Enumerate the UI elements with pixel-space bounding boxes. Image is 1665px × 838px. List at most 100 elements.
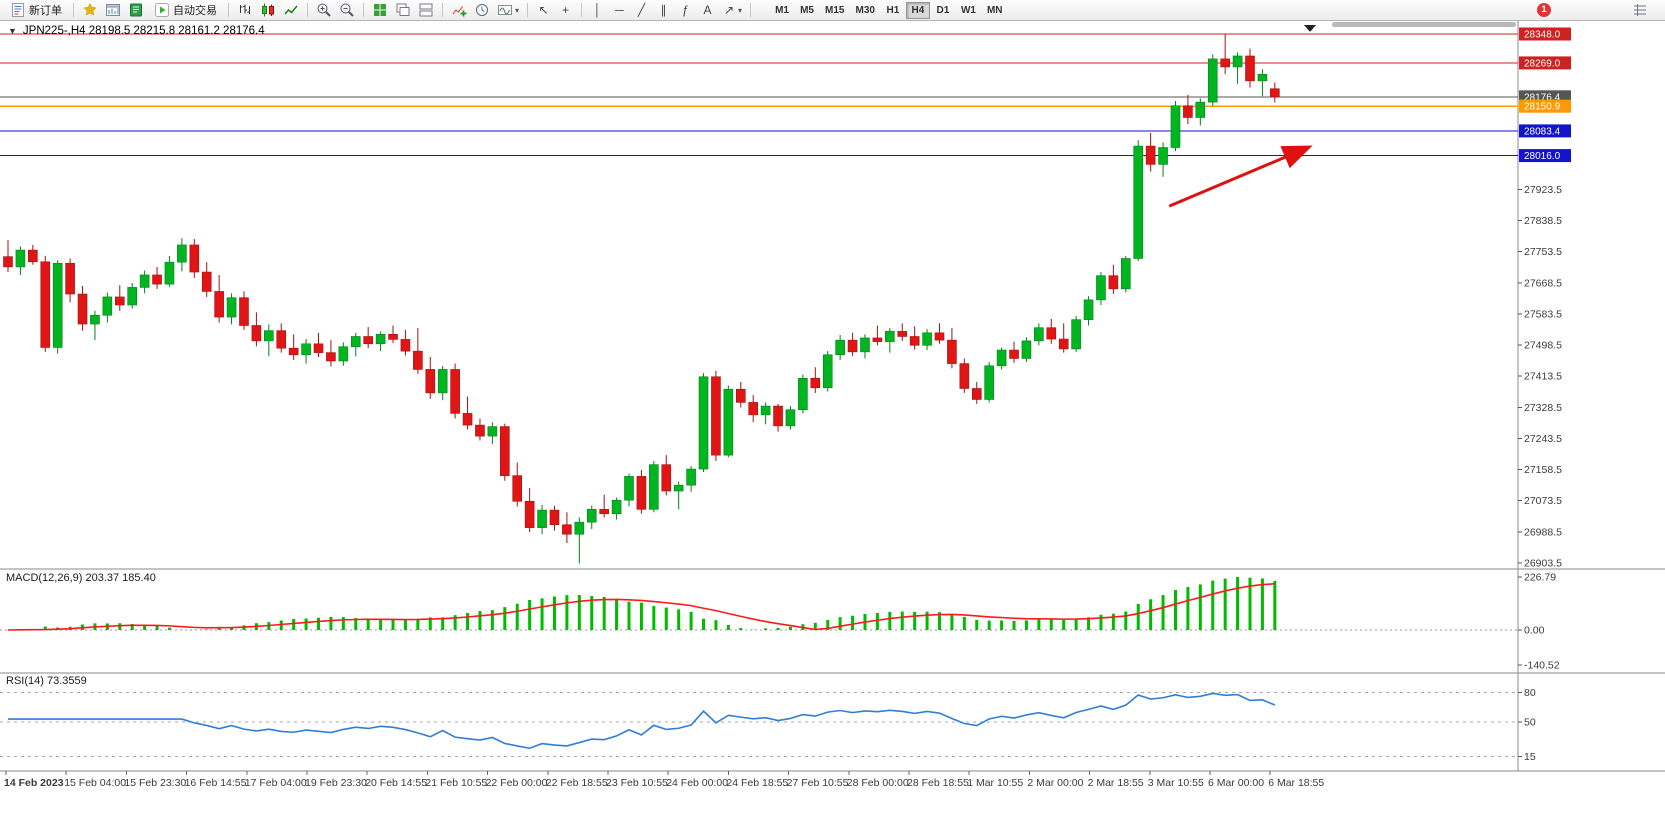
candle-body [909,336,920,346]
candle-body [388,333,398,340]
time-tick-label: 15 Feb 04:00 [64,777,126,789]
notification-badge[interactable]: 1 [1537,3,1551,17]
candle-body [437,369,448,394]
candle-body [1232,55,1243,68]
h-scrollbar-thumb[interactable] [1332,22,1516,27]
timeframe-m1[interactable]: M1 [770,2,794,19]
trendline-button[interactable]: ╱ [631,1,652,20]
timeframe-d1[interactable]: D1 [931,2,955,19]
hline-price-tag: 28348.0 [1524,30,1561,41]
quotes-grid-button[interactable] [1629,1,1651,20]
time-tick-label: 16 Feb 14:55 [185,777,247,789]
price-tick-label: 27073.5 [1524,495,1562,507]
candle-body [959,363,970,389]
candle-body [1009,349,1019,359]
trend-arrow[interactable] [1168,145,1313,208]
time-tick-label: 17 Feb 04:00 [245,777,307,789]
candle-body [450,369,460,414]
crosshair-button[interactable]: + [555,1,576,20]
price-tick-label: 27413.5 [1524,371,1562,383]
candle-body [102,296,113,316]
candle-body [475,424,485,437]
chart-canvas[interactable]: 27923.5 27838.5 27753.5 27668.5 27583.5 27498… [0,21,1665,838]
candle-body [1046,327,1057,340]
toolbar-separator [527,3,529,17]
zoom-in-button[interactable] [313,1,335,20]
channel-button[interactable]: ∥ [653,1,674,20]
timeframe-m15[interactable]: M15 [820,2,849,19]
candle-body [748,402,759,416]
star-button[interactable] [79,1,101,20]
candle-body [636,476,647,510]
candlestick-chart-button[interactable] [257,1,279,20]
new-order-button[interactable]: 新订单 [4,1,68,20]
market-watch-button[interactable] [102,1,124,20]
bar-chart-button[interactable] [234,1,256,20]
auto-trading-button[interactable]: 自动交易 [148,1,223,20]
green-book-icon [130,3,142,17]
candle-body [350,336,361,348]
arrow-tool-button[interactable]: ↗ ▾ [719,1,745,20]
candle-body [711,376,721,456]
zoom-in-icon [317,3,331,17]
chart-window-icon [106,4,120,16]
candle-body [288,347,299,356]
cursor-button[interactable]: ↖ [533,1,554,20]
timeframe-w1[interactable]: W1 [956,2,981,19]
candle-body [897,331,908,337]
chart-shift-marker[interactable] [1304,25,1316,32]
clock-icon [476,4,488,16]
toolbar-right-group: 1 [1537,1,1661,20]
chart-window: 27923.5 27838.5 27753.5 27668.5 27583.5 27498… [0,21,1665,838]
data-window-button[interactable] [125,1,147,20]
ohlc-text: JPN225-,H4 28198.5 28215.8 28161.2 28176… [22,25,265,37]
timeframe-mn[interactable]: MN [982,2,1008,19]
gold-star-icon [83,2,97,16]
fibonacci-button[interactable]: ƒ [675,1,696,20]
zoom-out-button[interactable] [336,1,358,20]
axes: 27923.5 27838.5 27753.5 27668.5 27583.5 27498… [0,21,1665,789]
candle-body [201,271,212,292]
text-tool-icon: A [703,3,712,17]
cursor-icon: ↖ [538,3,549,17]
timeframe-h1[interactable]: H1 [881,2,905,19]
candle-body [549,509,560,526]
candle-body [1096,275,1106,301]
timeframe-group: M1 M5 M15 M30 H1 H4 D1 W1 MN [770,1,1008,19]
template-button[interactable]: ▾ [494,1,522,20]
time-tick-label: 3 Mar 10:55 [1148,777,1204,789]
timeframe-h4[interactable]: H4 [905,1,930,19]
arrange-windows-button[interactable] [415,1,437,20]
candle-body [177,244,187,263]
period-button[interactable] [471,1,493,20]
timeframe-m5[interactable]: M5 [795,2,819,19]
candle-body [400,339,411,352]
timeframe-m30[interactable]: M30 [850,2,879,19]
macd-scale-label: -140.52 [1524,660,1560,672]
rsi-panel [0,692,1518,757]
main-toolbar: 新订单 自动交易 [0,0,1665,21]
horizontal-line-button[interactable]: ─ [609,1,630,20]
price-tick-label: 27583.5 [1524,308,1562,320]
macd-label: MACD(12,26,9) 203.37 185.40 [6,572,156,584]
one-click-collapse-icon[interactable]: ▼ [8,26,17,36]
rsi-level-label: 80 [1524,687,1536,699]
add-indicator-button[interactable] [448,1,470,20]
text-tool-button[interactable]: A [697,1,718,20]
toolbar-separator [442,3,443,17]
tile-windows-button[interactable] [369,1,391,20]
candle-body [15,249,26,268]
vertical-line-icon: │ [593,3,602,17]
candle-body [661,464,672,492]
candle-body [1058,338,1069,350]
cascade-windows-button[interactable] [392,1,414,20]
vertical-line-button[interactable]: │ [587,1,608,20]
line-chart-button[interactable] [280,1,302,20]
time-tick-label: 2 Mar 00:00 [1027,777,1083,789]
time-tick-label: 19 Feb 23:30 [305,777,367,789]
candle-body [524,500,535,528]
toolbar-separator [581,3,583,17]
candle-body [375,333,386,345]
template-icon [498,5,512,15]
